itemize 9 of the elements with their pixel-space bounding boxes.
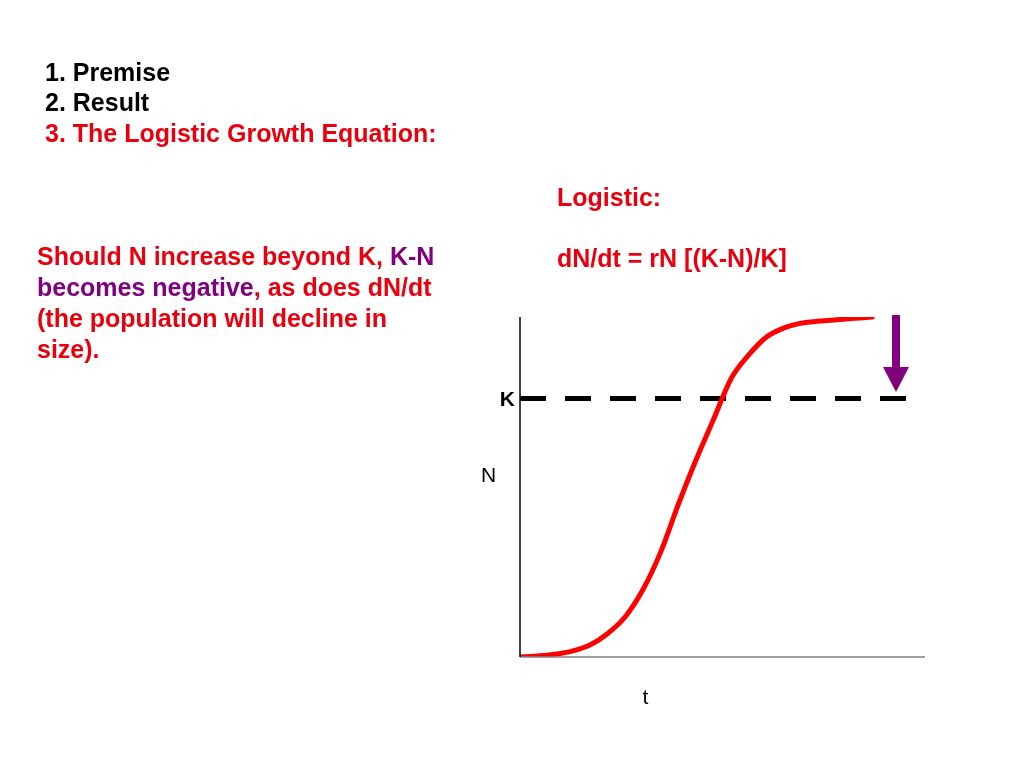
y-axis-title: N (481, 463, 497, 487)
text: Logistic: (557, 183, 662, 211)
text: 3. The Logistic Growth Equation: (45, 119, 437, 147)
ref-line-label: K (499, 387, 515, 411)
text: 1. Premise (45, 58, 171, 86)
text: 2. Result (45, 88, 150, 116)
text: dN/dt = rN [(K-N)/K] (557, 244, 787, 272)
x-axis-title: t (642, 685, 649, 709)
text: Should N increase beyond K, (37, 242, 383, 270)
